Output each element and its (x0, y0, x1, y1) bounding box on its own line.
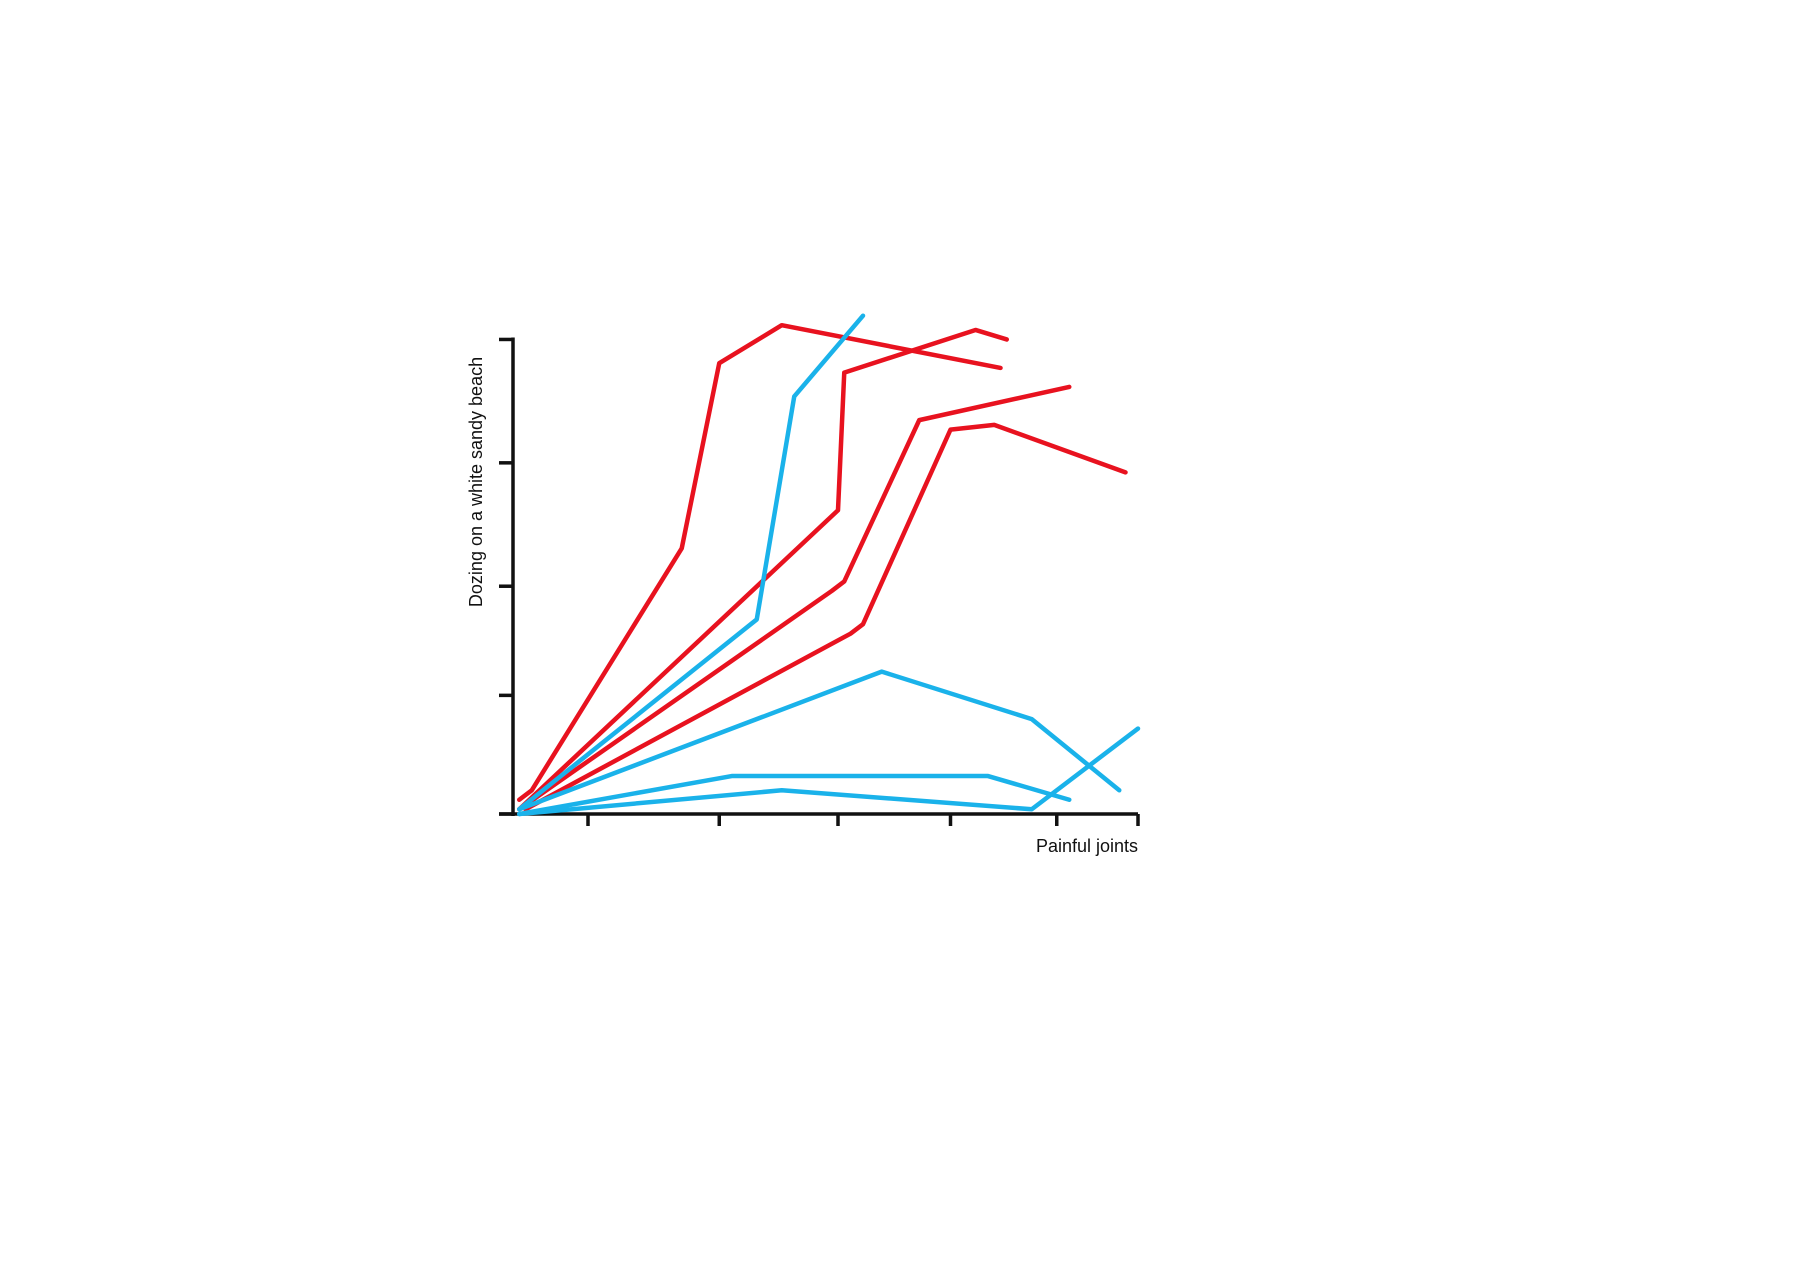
data-line (517, 322, 1003, 803)
data-line (517, 669, 1122, 812)
data-line (517, 726, 1141, 817)
data-line (517, 773, 1072, 817)
y-axis-label: Dozing on a white sandy beach (466, 357, 486, 607)
data-line (523, 422, 1128, 812)
data-line (517, 313, 866, 812)
x-axis-label: Painful joints (1036, 836, 1138, 856)
data-line (517, 327, 1009, 812)
data-line (517, 384, 1072, 812)
